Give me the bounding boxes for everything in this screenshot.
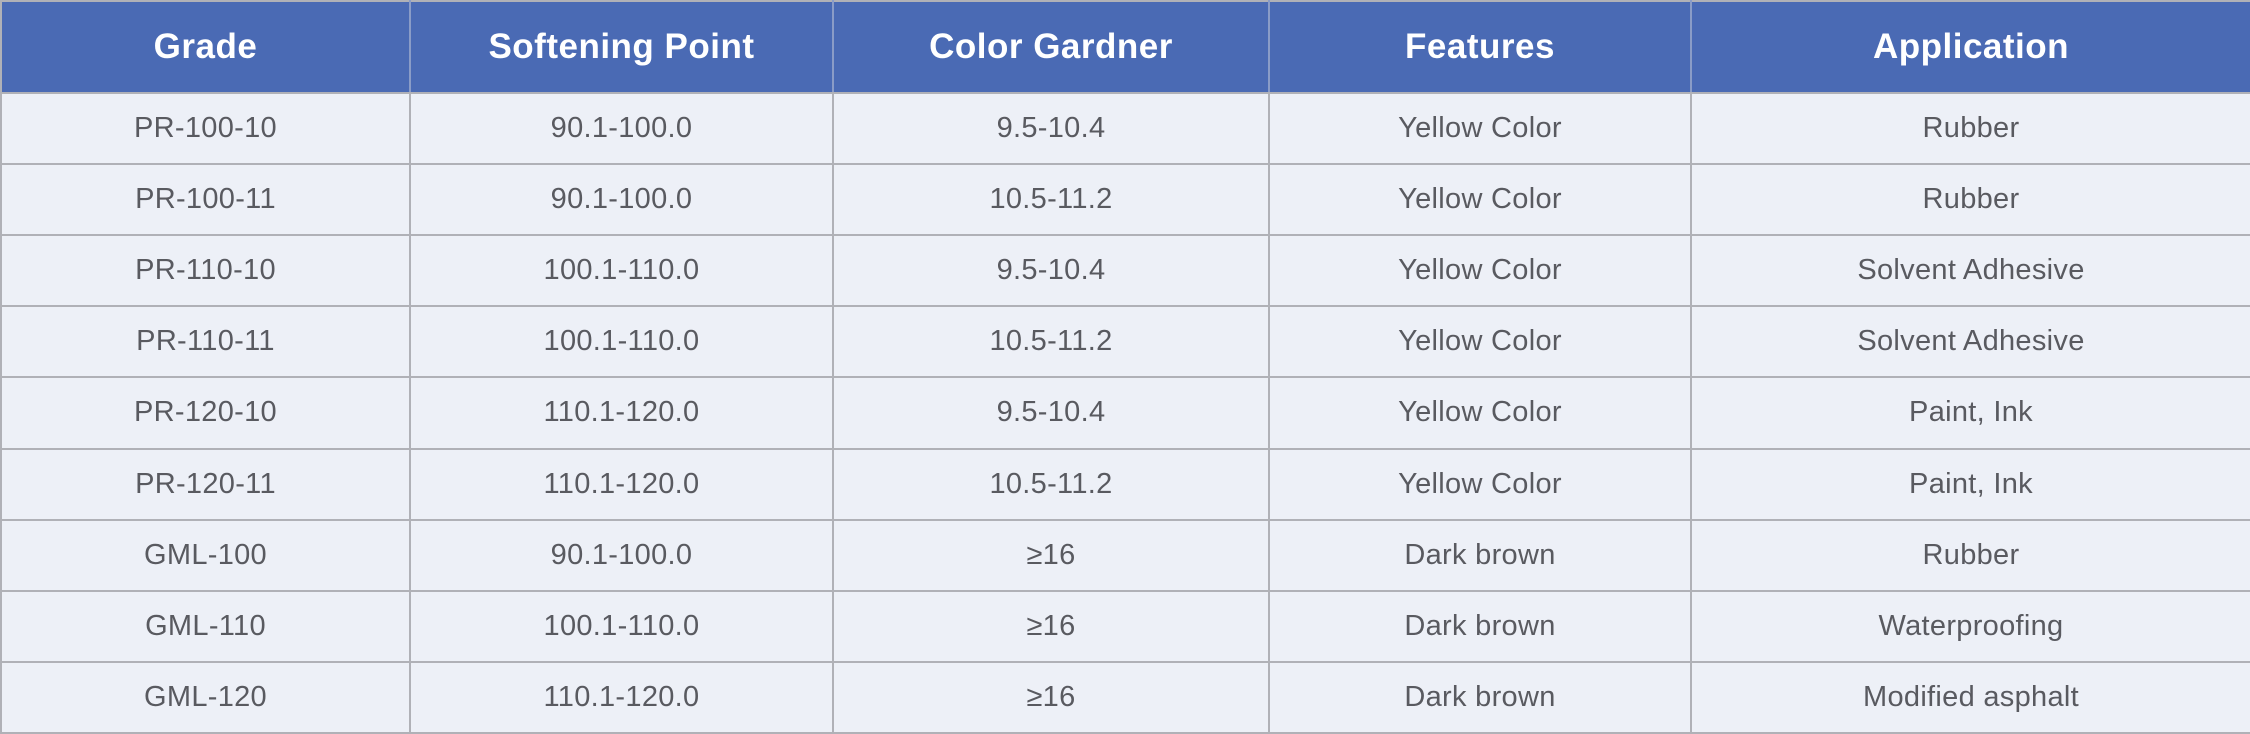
cell-application: Solvent Adhesive bbox=[1690, 305, 2250, 379]
cell-application: Waterproofing bbox=[1690, 589, 2250, 663]
cell-softening_point: 100.1-110.0 bbox=[409, 589, 834, 663]
cell-grade: PR-100-11 bbox=[0, 163, 411, 237]
table-row: GML-100 90.1-100.0 ≥16 Dark brown Rubber bbox=[0, 518, 2250, 592]
column-header-grade: Grade bbox=[0, 0, 411, 94]
cell-color_gardner: 9.5-10.4 bbox=[832, 234, 1270, 308]
table-row: PR-100-11 90.1-100.0 10.5-11.2 Yellow Color… bbox=[0, 163, 2250, 237]
cell-color_gardner: 10.5-11.2 bbox=[832, 447, 1270, 521]
cell-application: Modified asphalt bbox=[1690, 660, 2250, 734]
cell-features: Yellow Color bbox=[1268, 447, 1692, 521]
cell-features: Yellow Color bbox=[1268, 91, 1692, 166]
table-row: PR-120-10 110.1-120.0 9.5-10.4 Yellow Color… bbox=[0, 376, 2250, 450]
cell-application: Paint, Ink bbox=[1690, 376, 2250, 450]
cell-softening_point: 110.1-120.0 bbox=[409, 376, 834, 450]
cell-grade: GML-120 bbox=[0, 660, 411, 734]
table-row: PR-100-10 90.1-100.0 9.5-10.4 Yellow Color R… bbox=[0, 91, 2250, 166]
cell-color_gardner: 10.5-11.2 bbox=[832, 163, 1270, 237]
table-row: GML-120 110.1-120.0 ≥16 Dark brown Modified … bbox=[0, 660, 2250, 734]
cell-grade: PR-120-10 bbox=[0, 376, 411, 450]
cell-softening_point: 90.1-100.0 bbox=[409, 518, 834, 592]
cell-application: Rubber bbox=[1690, 518, 2250, 592]
cell-color_gardner: 9.5-10.4 bbox=[832, 91, 1270, 166]
cell-color_gardner: 9.5-10.4 bbox=[832, 376, 1270, 450]
column-header-application: Application bbox=[1690, 0, 2250, 94]
table-row: PR-110-10 100.1-110.0 9.5-10.4 Yellow Color… bbox=[0, 234, 2250, 308]
column-header-softening_point: Softening Point bbox=[409, 0, 834, 94]
cell-grade: PR-110-11 bbox=[0, 305, 411, 379]
cell-color_gardner: 10.5-11.2 bbox=[832, 305, 1270, 379]
cell-softening_point: 100.1-110.0 bbox=[409, 305, 834, 379]
cell-features: Dark brown bbox=[1268, 518, 1692, 592]
cell-features: Yellow Color bbox=[1268, 376, 1692, 450]
cell-color_gardner: ≥16 bbox=[832, 589, 1270, 663]
cell-grade: PR-110-10 bbox=[0, 234, 411, 308]
cell-features: Dark brown bbox=[1268, 660, 1692, 734]
table-row: GML-110 100.1-110.0 ≥16 Dark brown Waterproo… bbox=[0, 589, 2250, 663]
cell-softening_point: 90.1-100.0 bbox=[409, 163, 834, 237]
cell-softening_point: 100.1-110.0 bbox=[409, 234, 834, 308]
cell-grade: GML-110 bbox=[0, 589, 411, 663]
cell-grade: PR-100-10 bbox=[0, 91, 411, 166]
cell-features: Yellow Color bbox=[1268, 163, 1692, 237]
cell-application: Paint, Ink bbox=[1690, 447, 2250, 521]
table-body: PR-100-10 90.1-100.0 9.5-10.4 Yellow Color R… bbox=[0, 91, 2250, 734]
cell-softening_point: 110.1-120.0 bbox=[409, 660, 834, 734]
column-header-color_gardner: Color Gardner bbox=[832, 0, 1270, 94]
cell-features: Dark brown bbox=[1268, 589, 1692, 663]
cell-softening_point: 90.1-100.0 bbox=[409, 91, 834, 166]
cell-color_gardner: ≥16 bbox=[832, 660, 1270, 734]
cell-features: Yellow Color bbox=[1268, 234, 1692, 308]
cell-features: Yellow Color bbox=[1268, 305, 1692, 379]
header-row: Grade Softening Point Color Gardner Feature… bbox=[0, 0, 2250, 94]
cell-softening_point: 110.1-120.0 bbox=[409, 447, 834, 521]
cell-color_gardner: ≥16 bbox=[832, 518, 1270, 592]
cell-application: Rubber bbox=[1690, 91, 2250, 166]
cell-application: Solvent Adhesive bbox=[1690, 234, 2250, 308]
cell-grade: PR-120-11 bbox=[0, 447, 411, 521]
cell-application: Rubber bbox=[1690, 163, 2250, 237]
column-header-features: Features bbox=[1268, 0, 1692, 94]
table-row: PR-120-11 110.1-120.0 10.5-11.2 Yellow Colo… bbox=[0, 447, 2250, 521]
cell-grade: GML-100 bbox=[0, 518, 411, 592]
table-row: PR-110-11 100.1-110.0 10.5-11.2 Yellow Colo… bbox=[0, 305, 2250, 379]
